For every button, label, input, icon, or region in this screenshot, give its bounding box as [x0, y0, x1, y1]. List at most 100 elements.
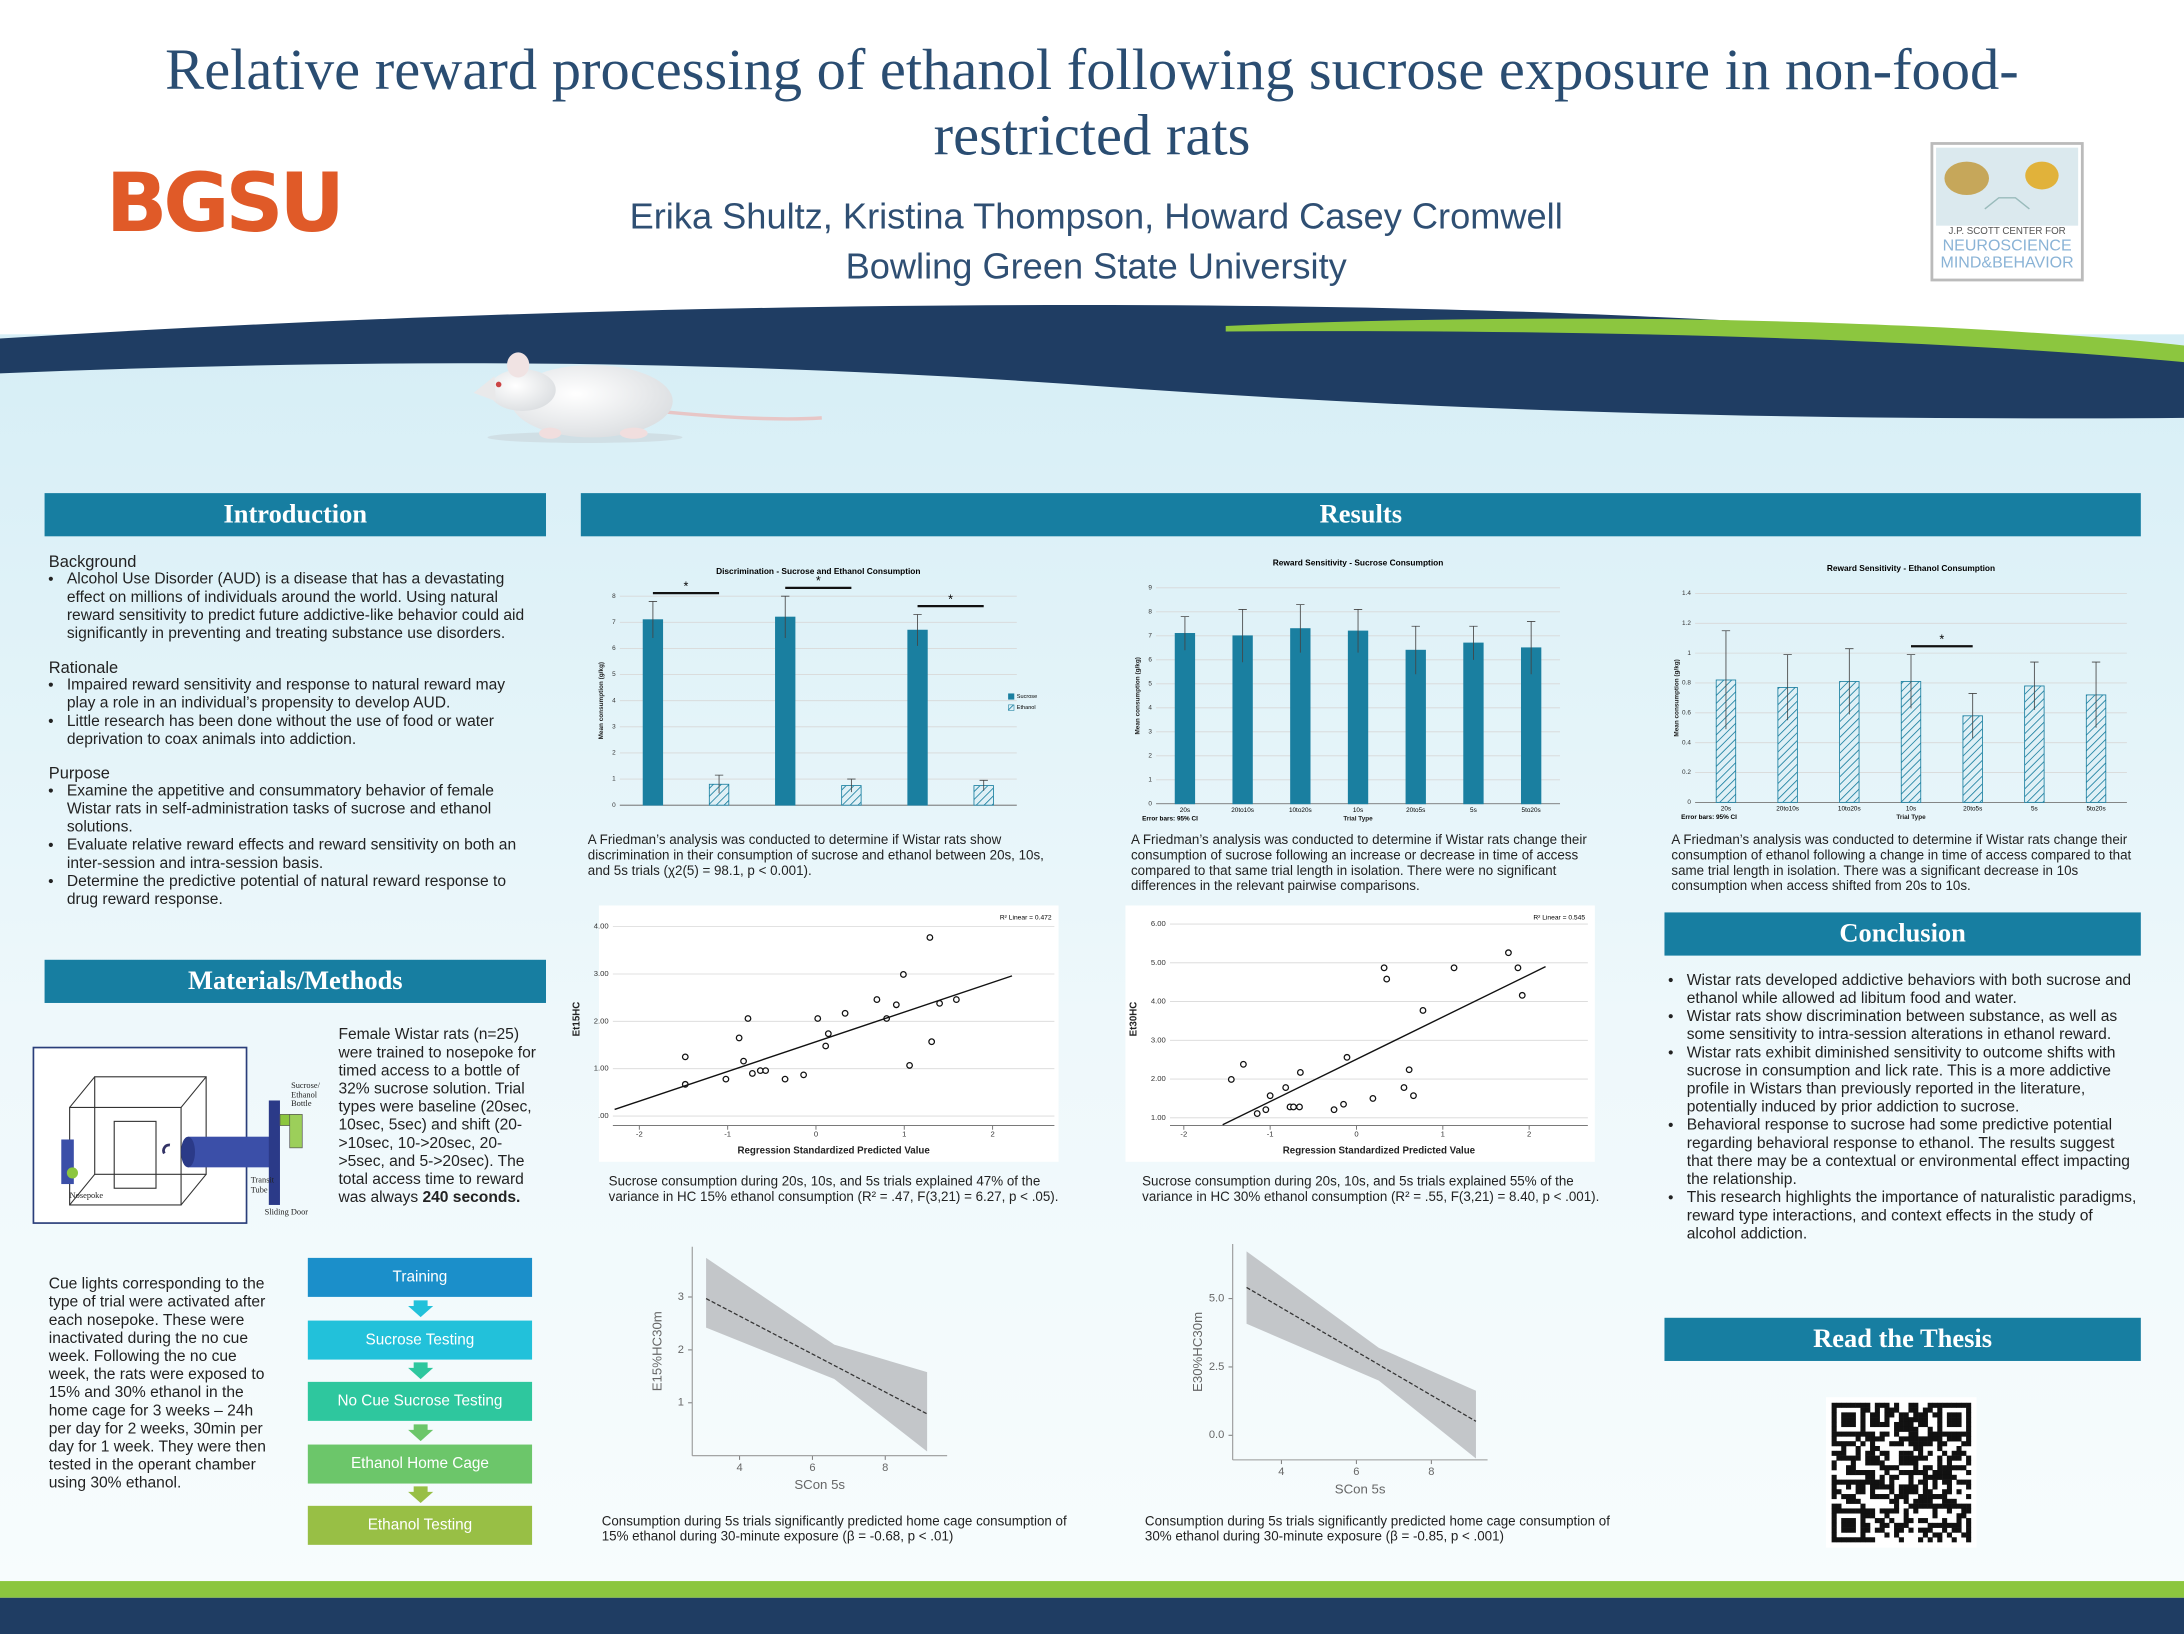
- qr-module: [1889, 1518, 1895, 1524]
- legend-swatch: [1008, 704, 1015, 711]
- qr-module: [1850, 1421, 1856, 1428]
- qr-module: [1841, 1431, 1847, 1437]
- qr-module: [1836, 1508, 1842, 1514]
- scatter-point: [1369, 1095, 1377, 1102]
- qr-module: [1831, 1503, 1837, 1509]
- qr-module: [1946, 1431, 1952, 1437]
- qr-module: [1884, 1450, 1890, 1456]
- qr-module: [1961, 1508, 1967, 1514]
- section-header: Conclusion: [1664, 912, 2141, 956]
- qr-module: [1942, 1402, 1948, 1408]
- qr-module: [1850, 1479, 1856, 1485]
- qr-module: [1937, 1421, 1943, 1428]
- flow-step: Ethanol Home Cage: [307, 1443, 533, 1483]
- chart-note: Error bars: 95% CI: [1681, 814, 1737, 821]
- qr-module: [1961, 1402, 1967, 1408]
- qr-module: [1831, 1527, 1837, 1533]
- y-axis-label: Mean consumption (g/kg): [1134, 657, 1141, 734]
- scatter-point: [906, 1061, 913, 1069]
- qr-module: [1942, 1441, 1948, 1447]
- qr-module: [1889, 1441, 1895, 1447]
- qr-module: [1908, 1518, 1914, 1524]
- subheading: Background: [48, 551, 137, 572]
- x-axis-label: Regression Standardized Predicted Value: [737, 1145, 930, 1156]
- qr-module: [1903, 1522, 1909, 1528]
- qr-module: [1932, 1532, 1938, 1538]
- scatter-point: [1380, 964, 1388, 972]
- qr-module: [1946, 1402, 1952, 1408]
- y-axis-label: E30%HC30m: [1190, 1312, 1205, 1392]
- flow-step: Sucrose Testing: [307, 1319, 533, 1359]
- background: [0, 334, 2184, 1582]
- qr-module: [1961, 1450, 1967, 1456]
- y-tick-label: 7: [612, 619, 616, 626]
- y-axis-label: Mean consumption (g/kg): [1673, 659, 1680, 736]
- qr-module: [1942, 1522, 1948, 1528]
- qr-module: [1865, 1474, 1871, 1480]
- qr-module: [1898, 1494, 1904, 1500]
- error-bar: [1526, 621, 1536, 675]
- x-tick-label: 10s: [1906, 806, 1916, 813]
- qr-module: [1927, 1407, 1933, 1413]
- qr-module: [1879, 1436, 1885, 1442]
- qr-module: [1889, 1498, 1895, 1504]
- qr-module: [1831, 1518, 1837, 1524]
- qr-module: [1860, 1407, 1866, 1413]
- qr-module: [1966, 1402, 1972, 1408]
- qr-module: [1922, 1527, 1928, 1533]
- bullet: Evaluate relative reward effects and rew…: [67, 837, 536, 873]
- scatter-point: [1282, 1084, 1290, 1091]
- qr-module: [1913, 1465, 1919, 1471]
- qr-module: [1894, 1522, 1900, 1528]
- qr-module: [1894, 1407, 1900, 1413]
- qr-module: [1879, 1474, 1885, 1480]
- qr-module: [1908, 1474, 1914, 1480]
- y-tick-label: 5: [1148, 681, 1152, 688]
- qr-module: [1860, 1532, 1866, 1538]
- qr-module: [1841, 1402, 1847, 1408]
- qr-module: [1870, 1436, 1876, 1442]
- significance-label: *: [1939, 632, 1944, 646]
- qr-module: [1870, 1508, 1876, 1514]
- apparatus-label: Nosepoke: [69, 1192, 104, 1201]
- qr-module: [1894, 1503, 1900, 1509]
- qr-module: [1937, 1532, 1943, 1538]
- y-axis-label: Mean consumption (g/kg): [598, 662, 605, 739]
- bullet: Wistar rats show discrimination between …: [1687, 1009, 2137, 1045]
- qr-module: [1846, 1508, 1852, 1514]
- scatter-point: [1266, 1092, 1274, 1100]
- qr-module: [1903, 1426, 1909, 1432]
- qr-module: [1846, 1518, 1852, 1524]
- qr-module: [1908, 1421, 1914, 1428]
- qr-module: [1903, 1498, 1909, 1504]
- flow-step: Ethanol Testing: [307, 1505, 533, 1545]
- qr-module: [1841, 1441, 1847, 1447]
- qr-module: [1918, 1450, 1924, 1456]
- qr-module: [1836, 1441, 1842, 1447]
- qr-module: [1831, 1494, 1837, 1500]
- significance-label: *: [684, 579, 689, 593]
- qr-module: [1860, 1431, 1866, 1437]
- section-header: Read the Thesis: [1664, 1317, 2141, 1361]
- qr-module: [1831, 1417, 1837, 1423]
- subheading: Rationale: [48, 657, 119, 678]
- methods-description: Female Wistar rats (n=25) were trained t…: [338, 1027, 541, 1208]
- y-tick-label: 4.00: [594, 922, 609, 931]
- qr-module: [1855, 1431, 1861, 1437]
- qr-module: [1831, 1522, 1837, 1528]
- qr-module: [1927, 1494, 1933, 1500]
- qr-module: [1961, 1532, 1967, 1538]
- qr-module: [1918, 1518, 1924, 1524]
- qr-module: [1966, 1407, 1972, 1413]
- qr-module: [1961, 1479, 1967, 1485]
- x-tick-label: 4: [1278, 1466, 1284, 1478]
- qr-module: [1865, 1470, 1871, 1476]
- qr-module: [1903, 1518, 1909, 1524]
- y-tick-label: 1.2: [1682, 620, 1691, 627]
- qr-module: [1898, 1421, 1904, 1428]
- y-tick-label: 3: [612, 723, 616, 730]
- scatter-point: [824, 1030, 832, 1038]
- qr-module: [1846, 1412, 1852, 1418]
- qr-module: [1860, 1441, 1866, 1447]
